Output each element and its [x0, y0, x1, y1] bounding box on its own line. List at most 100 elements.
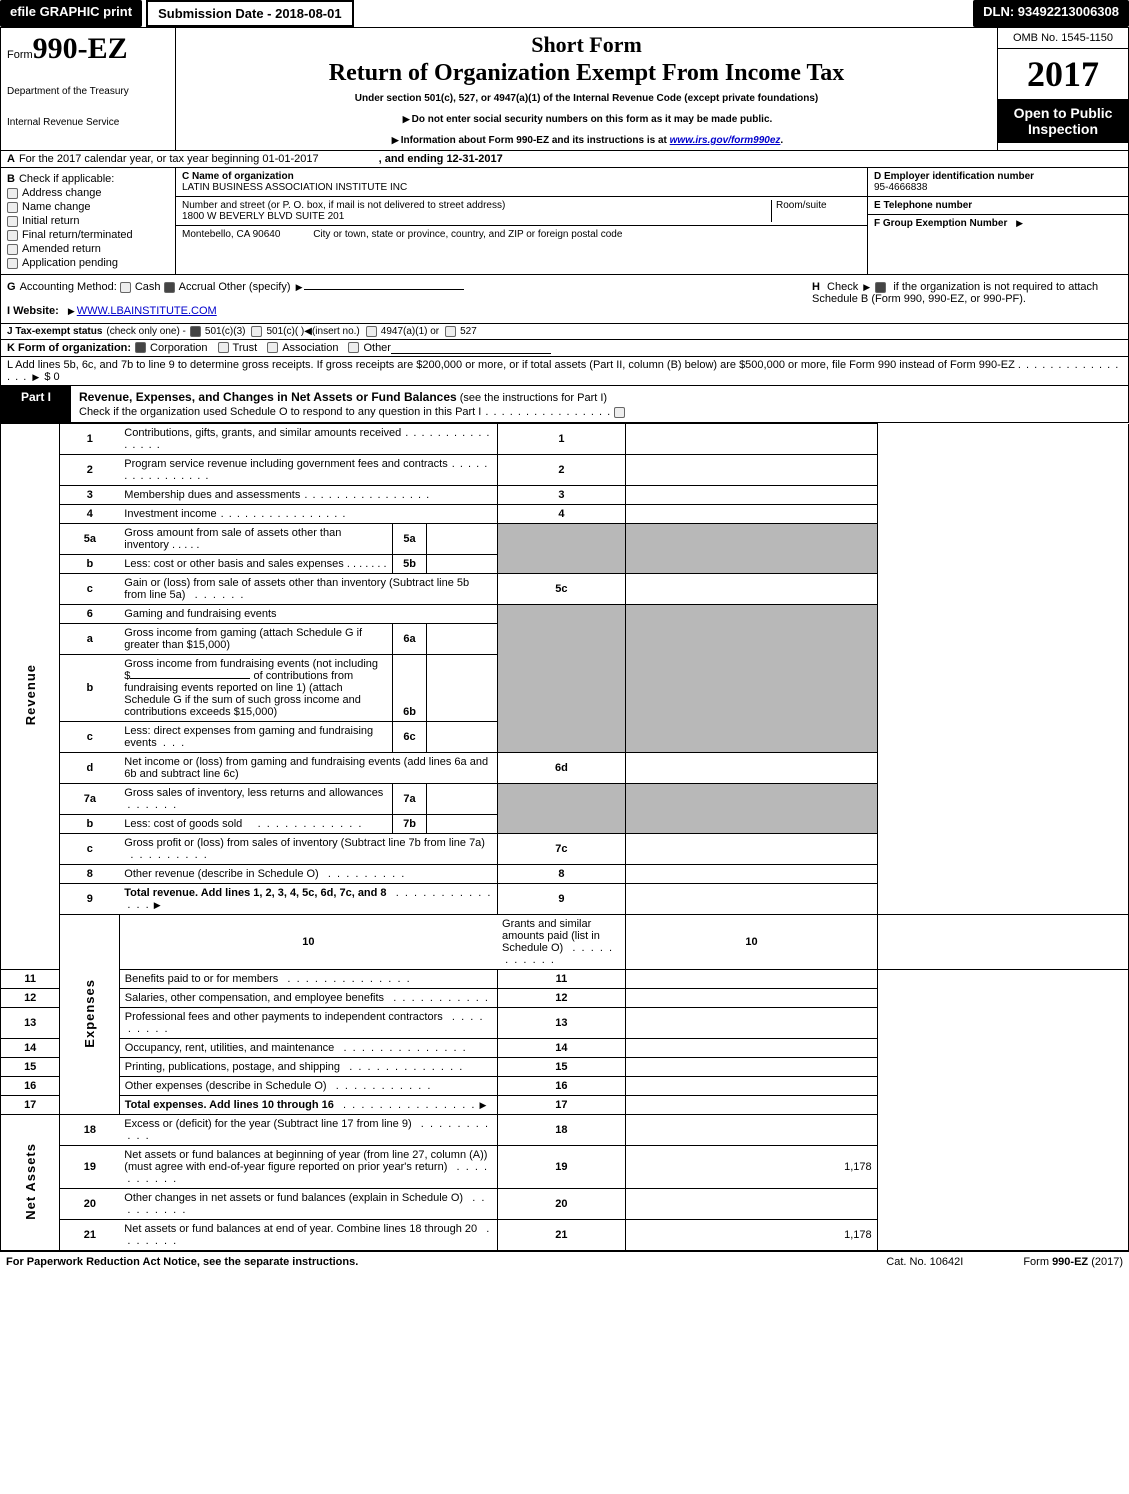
line-19-value: 1,178: [626, 1146, 877, 1189]
line-8: 8Other revenue (describe in Schedule O) …: [1, 865, 1129, 884]
dept-treasury: Department of the Treasury: [7, 86, 169, 97]
arrow-icon: [66, 305, 77, 317]
k-label: K Form of organization:: [7, 342, 131, 354]
line-7c-value: [626, 834, 877, 865]
j-527: 527: [460, 326, 477, 337]
paperwork-notice: For Paperwork Reduction Act Notice, see …: [6, 1256, 358, 1268]
line-k: K Form of organization: Corporation Trus…: [0, 340, 1129, 357]
g-other-input[interactable]: [304, 289, 464, 290]
j-sub: (check only one) -: [106, 326, 185, 337]
part1-table: Revenue 1Contributions, gifts, grants, a…: [0, 423, 1129, 1251]
line-8-value: [626, 865, 877, 884]
checkbox-501c3[interactable]: [190, 326, 201, 337]
dept-irs: Internal Revenue Service: [7, 117, 169, 128]
arrow-icon: [294, 281, 305, 293]
do-not-text: Do not enter social security numbers on …: [412, 114, 773, 125]
checkbox-initial-return[interactable]: [7, 216, 18, 227]
b-label: Check if applicable:: [19, 173, 114, 185]
line-19: 19Net assets or fund balances at beginni…: [1, 1146, 1129, 1189]
b-initial-return: Initial return: [22, 215, 79, 227]
line-12-value: [626, 989, 877, 1008]
line-2-desc: Program service revenue including govern…: [124, 458, 447, 470]
line-12-desc: Salaries, other compensation, and employ…: [125, 992, 384, 1004]
checkbox-final-return[interactable]: [7, 230, 18, 241]
omb-number: OMB No. 1545-1150: [998, 28, 1128, 49]
checkbox-527[interactable]: [445, 326, 456, 337]
line-5c-value: [626, 574, 877, 605]
line-17-value: [626, 1096, 877, 1115]
part1-title-sub: (see the instructions for Part I): [457, 392, 607, 404]
line-a: AFor the 2017 calendar year, or tax year…: [0, 151, 1129, 168]
part1-title: Revenue, Expenses, and Changes in Net As…: [71, 386, 1128, 422]
irs-link[interactable]: www.irs.gov/form990ez: [670, 135, 781, 146]
checkbox-trust[interactable]: [218, 342, 229, 353]
org-name: LATIN BUSINESS ASSOCIATION INSTITUTE INC: [182, 182, 407, 193]
arrow-icon: [401, 114, 412, 125]
arrow-icon: [152, 899, 163, 911]
line-4-value: [626, 505, 877, 524]
line-6a-desc: Gross income from gaming (attach Schedul…: [124, 627, 362, 651]
checkbox-4947[interactable]: [366, 326, 377, 337]
checkbox-cash[interactable]: [120, 282, 131, 293]
checkbox-accrual[interactable]: [164, 282, 175, 293]
i-label: I Website:: [7, 305, 59, 317]
k-other: Other: [363, 342, 391, 354]
line-5a-desc: Gross amount from sale of assets other t…: [124, 527, 341, 551]
checkbox-501c[interactable]: [251, 326, 262, 337]
line-1-desc: Contributions, gifts, grants, and simila…: [124, 427, 401, 439]
right-header-col: OMB No. 1545-1150 2017 Open to Public In…: [998, 28, 1128, 150]
checkbox-other-org[interactable]: [348, 342, 359, 353]
checkbox-amended-return[interactable]: [7, 244, 18, 255]
short-form-title: Short Form: [184, 32, 989, 58]
line-20-value: [626, 1189, 877, 1220]
line-11-value: [626, 970, 877, 989]
checkbox-application-pending[interactable]: [7, 258, 18, 269]
line-6d-value: [626, 753, 877, 784]
line-3: 3Membership dues and assessments3: [1, 486, 1129, 505]
line-16-value: [626, 1077, 877, 1096]
checkbox-name-change[interactable]: [7, 202, 18, 213]
b-final-return: Final return/terminated: [22, 229, 133, 241]
efile-print-button[interactable]: efile GRAPHIC print: [0, 0, 142, 27]
revenue-side-label: Revenue: [23, 664, 38, 725]
checkbox-address-change[interactable]: [7, 188, 18, 199]
do-not-enter-ssn: Do not enter social security numbers on …: [184, 114, 989, 125]
g-cash: Cash: [135, 281, 161, 293]
checkbox-schedule-o[interactable]: [614, 407, 625, 418]
line-a-text: For the 2017 calendar year, or tax year …: [19, 153, 319, 165]
checkboxes-b: BCheck if applicable: Address change Nam…: [1, 168, 176, 274]
b-name-change: Name change: [22, 201, 91, 213]
return-title: Return of Organization Exempt From Incom…: [184, 60, 989, 87]
k-other-input[interactable]: [391, 342, 551, 354]
part1-label: Part I: [1, 386, 71, 422]
checkbox-association[interactable]: [267, 342, 278, 353]
line-20-desc: Other changes in net assets or fund bala…: [124, 1192, 463, 1204]
k-trust: Trust: [233, 342, 258, 354]
line-14-desc: Occupancy, rent, utilities, and maintena…: [125, 1042, 335, 1054]
line-6: 6Gaming and fundraising events: [1, 605, 1129, 624]
website-link[interactable]: WWW.LBAINSTITUTE.COM: [77, 305, 217, 317]
netassets-side-label: Net Assets: [23, 1143, 38, 1220]
f-label: F Group Exemption Number: [874, 218, 1007, 229]
line-11-desc: Benefits paid to or for members: [125, 973, 278, 985]
line-21-value: 1,178: [626, 1220, 877, 1251]
part1-header: Part I Revenue, Expenses, and Changes in…: [0, 386, 1129, 423]
line-5c-desc: Gain or (loss) from sale of assets other…: [124, 577, 469, 601]
line-17: 17Total expenses. Add lines 10 through 1…: [1, 1096, 1129, 1115]
part1-title-text: Revenue, Expenses, and Changes in Net As…: [79, 390, 457, 404]
checkbox-h[interactable]: [875, 282, 886, 293]
page-footer: For Paperwork Reduction Act Notice, see …: [0, 1251, 1129, 1272]
line-1: Revenue 1Contributions, gifts, grants, a…: [1, 424, 1129, 455]
submission-date-box: Submission Date - 2018-08-01: [146, 0, 354, 27]
line-18-desc: Excess or (deficit) for the year (Subtra…: [124, 1118, 411, 1130]
g-other: Other (specify): [218, 281, 290, 293]
page-container: efile GRAPHIC print Submission Date - 20…: [0, 0, 1129, 1272]
d-label: D Employer identification number: [874, 171, 1034, 182]
cat-no: Cat. No. 10642I: [886, 1256, 963, 1268]
line-6b-amount-input[interactable]: [130, 678, 250, 679]
e-label: E Telephone number: [874, 200, 972, 211]
expenses-side-label: Expenses: [82, 979, 97, 1048]
room-label: Room/suite: [776, 200, 827, 211]
line-a-ending: , and ending 12-31-2017: [379, 153, 503, 165]
checkbox-corporation[interactable]: [135, 342, 146, 353]
